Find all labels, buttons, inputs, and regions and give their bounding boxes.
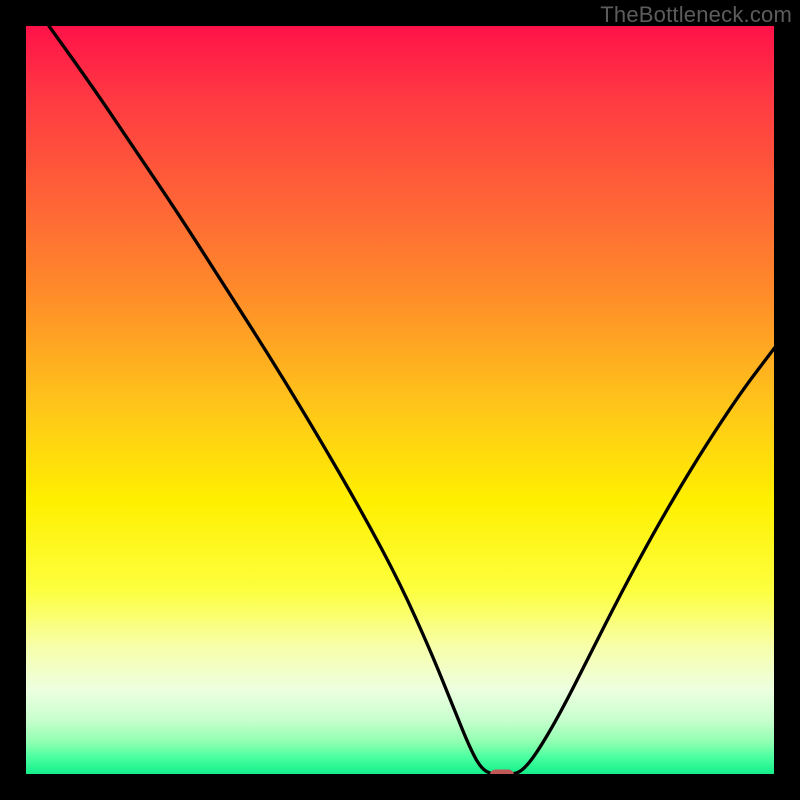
source-watermark: TheBottleneck.com <box>600 2 792 28</box>
bottleneck-chart <box>0 0 800 800</box>
plot-background <box>26 26 790 780</box>
